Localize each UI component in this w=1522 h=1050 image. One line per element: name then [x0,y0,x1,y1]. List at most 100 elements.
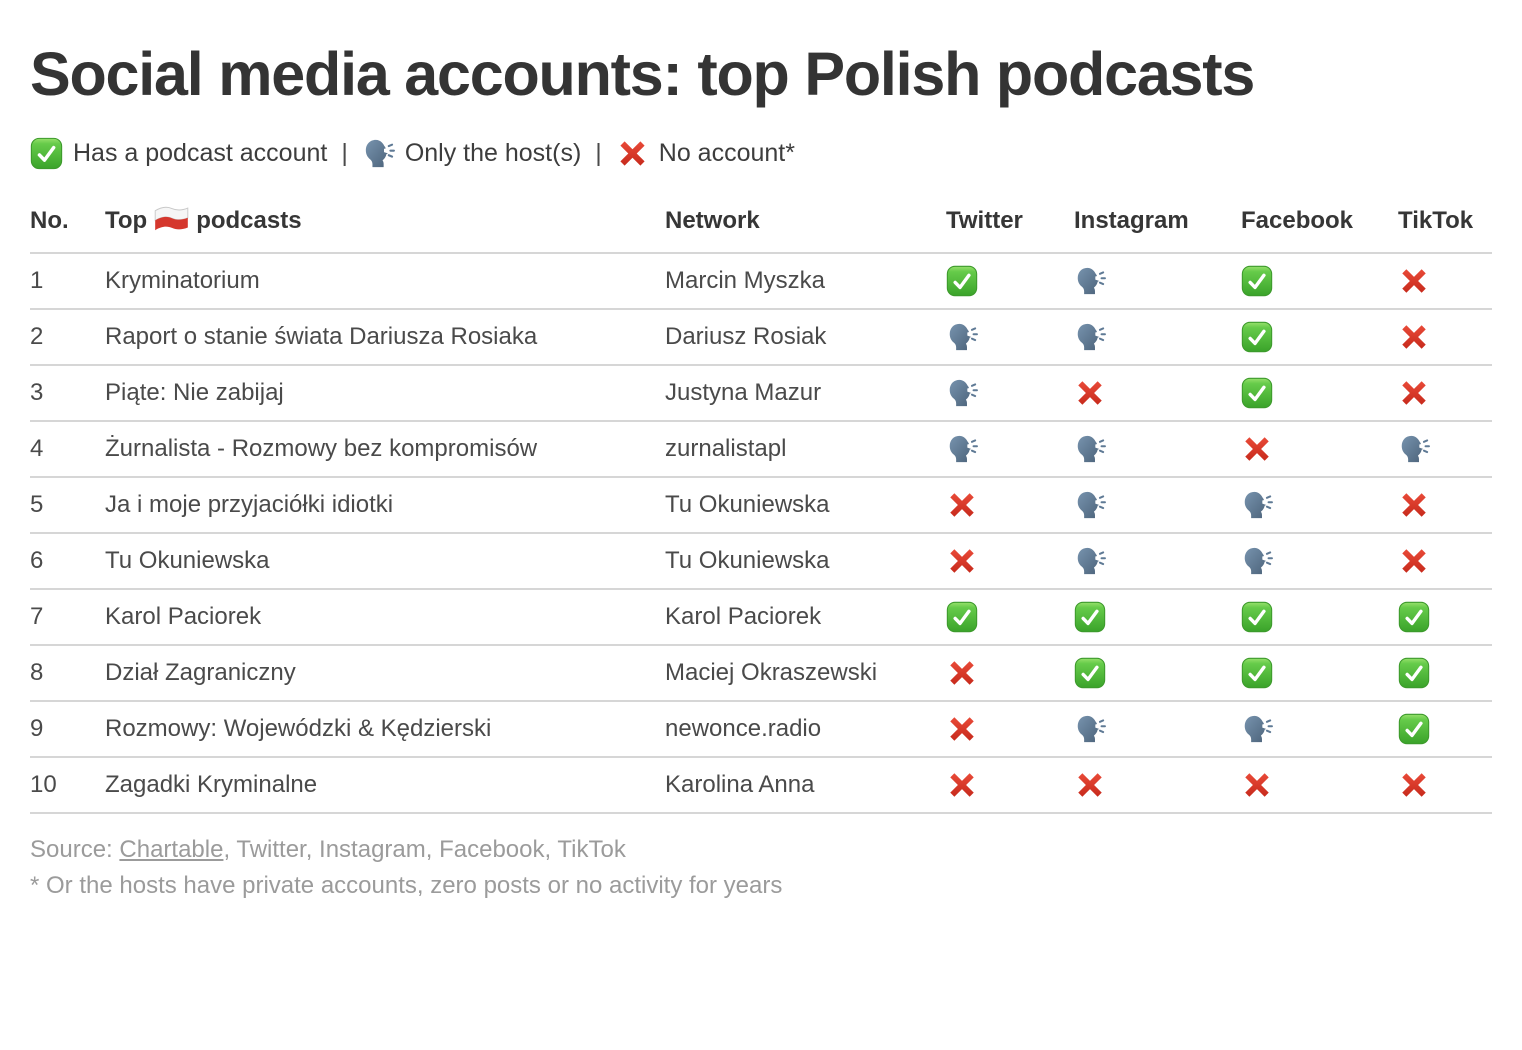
tiktok-status [1398,308,1492,366]
has-account-icon [30,137,63,170]
table-header: No. Top podcasts Network Twitter Instagr… [30,192,1492,253]
twitter-status [946,308,1074,366]
instagram-status [1074,364,1241,422]
only-host-icon [946,321,978,353]
twitter-status [946,252,1074,310]
facebook-status [1241,532,1398,590]
network-name: Karol Paciorek [665,588,946,646]
instagram-status [1074,476,1241,534]
legend-label: No account* [658,138,795,167]
source-line: Source: Chartable, Twitter, Instagram, F… [30,832,1492,868]
twitter-status [946,420,1074,478]
column-header-network: Network [665,206,760,234]
no-account-icon [946,657,978,689]
podcast-name: Piąte: Nie zabijaj [105,364,665,422]
no-account-icon [1398,265,1430,297]
only-host-icon [1074,713,1106,745]
no-account-icon [1398,489,1430,521]
tiktok-status [1398,476,1492,534]
has-account-icon [1241,601,1273,633]
only-host-icon [1241,713,1273,745]
row-number: 4 [30,420,105,478]
has-account-icon [1074,601,1106,633]
twitter-status [946,532,1074,590]
table-row: 9 Rozmowy: Wojewódzki & Kędzierski newonce… [30,700,1492,758]
network-name: Marcin Myszka [665,252,946,310]
network-name: Karolina Anna [665,756,946,815]
only-host-icon [1074,433,1106,465]
facebook-status [1241,420,1398,478]
instagram-status [1074,756,1241,815]
no-account-icon [1398,377,1430,409]
table-row: 2 Raport o stanie świata Dariusza Rosiaka… [30,308,1492,366]
tiktok-status [1398,588,1492,646]
podcast-name: Dział Zagraniczny [105,644,665,702]
column-header-tiktok: TikTok [1398,206,1474,234]
row-number: 7 [30,588,105,646]
podcast-name: Ja i moje przyjaciółki idiotki [105,476,665,534]
network-name: Tu Okuniewska [665,532,946,590]
no-account-icon [946,545,978,577]
has-account-icon [946,265,978,297]
no-account-icon [616,137,649,170]
source-link[interactable]: Chartable [119,836,224,864]
tiktok-status [1398,756,1492,815]
tiktok-status [1398,532,1492,590]
row-number: 3 [30,364,105,422]
no-account-icon [946,489,978,521]
has-account-icon [1241,265,1273,297]
instagram-status [1074,252,1241,310]
podcast-name: Raport o stanie świata Dariusza Rosiaka [105,308,665,366]
twitter-status [946,476,1074,534]
twitter-status [946,364,1074,422]
table-row: 10 Zagadki Kryminalne Karolina Anna [30,756,1492,815]
facebook-status [1241,252,1398,310]
facebook-status [1241,644,1398,702]
instagram-status [1074,700,1241,758]
network-name: Tu Okuniewska [665,476,946,534]
row-number: 8 [30,644,105,702]
has-account-icon [946,601,978,633]
footnote: * Or the hosts have private accounts, ze… [30,872,783,900]
no-account-icon [1398,545,1430,577]
only-host-icon [1074,321,1106,353]
podcast-name: Karol Paciorek [105,588,665,646]
row-number: 5 [30,476,105,534]
has-account-icon [1241,377,1273,409]
only-host-icon [1074,489,1106,521]
podcast-table-body: 1 Kryminatorium Marcin Myszka 2 Raport o sta… [30,252,1492,815]
no-account-icon [946,713,978,745]
podcast-name: Tu Okuniewska [105,532,665,590]
row-number: 6 [30,532,105,590]
no-account-icon [1241,433,1273,465]
no-account-icon [946,769,978,801]
no-account-icon [1398,769,1430,801]
has-account-icon [1241,657,1273,689]
legend: Has a podcast account | Only the host(s) | N… [30,132,1492,174]
network-name: Justyna Mazur [665,364,946,422]
only-host-icon [946,377,978,409]
tiktok-status [1398,364,1492,422]
no-account-icon [1398,321,1430,353]
only-host-icon [362,137,395,170]
instagram-status [1074,308,1241,366]
podcast-name: Zagadki Kryminalne [105,756,665,815]
poland-flag-icon [153,206,190,235]
table-row: 6 Tu Okuniewska Tu Okuniewska [30,532,1492,590]
only-host-icon [1241,545,1273,577]
twitter-status [946,700,1074,758]
has-account-icon [1398,657,1430,689]
has-account-icon [1398,601,1430,633]
tiktok-status [1398,700,1492,758]
only-host-icon [1241,489,1273,521]
network-name: Maciej Okraszewski [665,644,946,702]
has-account-icon [1241,321,1273,353]
footer: Source: Chartable, Twitter, Instagram, F… [30,832,1492,904]
tiktok-status [1398,252,1492,310]
tiktok-status [1398,420,1492,478]
only-host-icon [946,433,978,465]
facebook-status [1241,756,1398,815]
network-name: Dariusz Rosiak [665,308,946,366]
table-row: 4 Żurnalista - Rozmowy bez kompromisów zur… [30,420,1492,478]
twitter-status [946,588,1074,646]
